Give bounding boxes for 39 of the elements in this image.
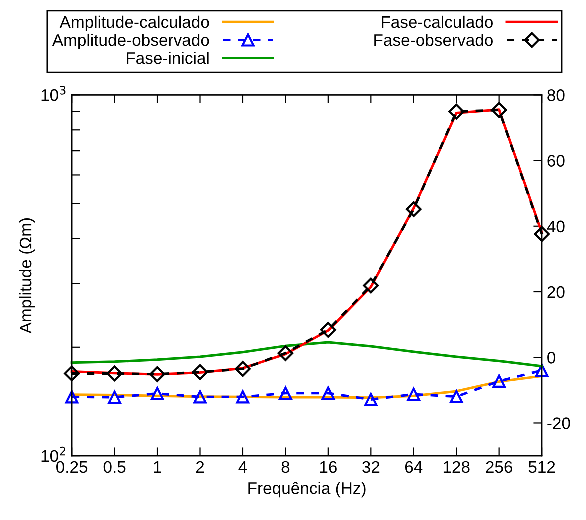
x-tick-label: 512 (528, 461, 556, 474)
x-tick-label: 16 (320, 461, 337, 474)
legend-label: Amplitude-observado (52, 34, 210, 50)
point (322, 386, 336, 400)
x-axis-title: Frequência (Hz) (248, 482, 366, 498)
x-tick-label: 1 (154, 462, 162, 473)
x-tick-label: 128 (444, 461, 470, 474)
point (364, 393, 378, 406)
x-tick-label: 2 (196, 461, 204, 473)
point (108, 390, 122, 404)
point (194, 390, 207, 404)
point (236, 390, 250, 404)
x-tick-label: 0.5 (104, 461, 126, 474)
legend-label: Fase-calculado (382, 16, 493, 28)
y-axis-title: Amplitude (Ωm) (19, 218, 35, 334)
point (150, 387, 164, 400)
x-tick-label: 8 (282, 461, 290, 474)
x-tick-label: 4 (238, 462, 248, 473)
x-tick-label: 0.25 (56, 461, 88, 474)
point (65, 390, 79, 404)
legend-label: Fase-observado (374, 34, 493, 46)
legend-label: Fase-inicial (127, 52, 209, 64)
x-tick-label: 32 (362, 461, 380, 474)
point (279, 386, 292, 400)
y-tick-label: 10$^{2}$ (42, 446, 66, 462)
x-tick-label: 256 (486, 461, 512, 474)
point (407, 388, 420, 402)
legend-label: Amplitude-calculado (60, 16, 210, 32)
y2-tick-label: 40 (547, 220, 565, 233)
x-tick-label: 64 (405, 461, 423, 474)
point (535, 364, 549, 378)
point (492, 374, 506, 388)
y2-tick-label: 80 (548, 90, 565, 102)
y2-tick-label: 20 (548, 286, 565, 298)
y2-tick-label: -20 (548, 418, 570, 430)
point (450, 390, 464, 404)
y2-tick-label: 60 (548, 155, 565, 167)
y2-tick-label: 0 (548, 352, 556, 364)
y-tick-label: 10$^{3}$ (42, 86, 66, 102)
